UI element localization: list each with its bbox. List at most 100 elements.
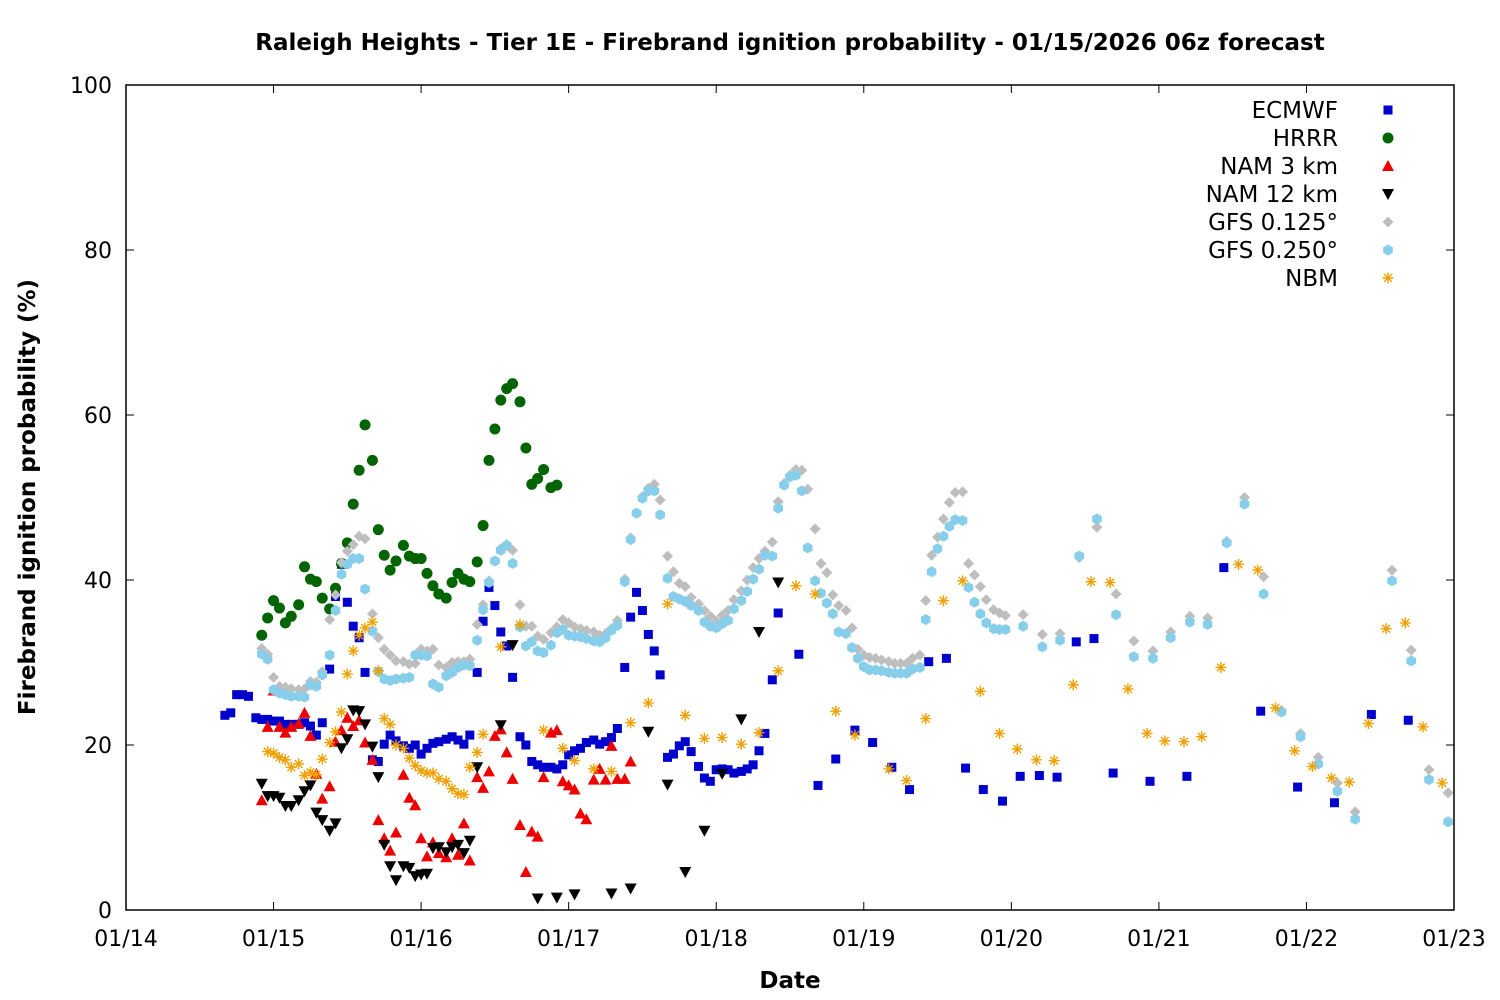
data-point xyxy=(937,513,949,525)
data-point xyxy=(1182,771,1192,781)
data-point xyxy=(490,555,500,567)
data-point xyxy=(353,464,365,476)
data-point xyxy=(1145,776,1155,786)
data-point xyxy=(716,768,729,780)
data-point xyxy=(612,724,622,733)
data-point xyxy=(680,737,690,747)
data-point xyxy=(716,732,728,744)
data-point xyxy=(941,653,951,663)
data-point xyxy=(1219,563,1229,573)
data-point xyxy=(1178,736,1190,748)
data-point xyxy=(625,534,636,546)
data-point xyxy=(624,755,637,767)
data-point xyxy=(292,795,305,807)
data-point xyxy=(372,632,384,644)
data-point xyxy=(348,621,358,631)
data-point xyxy=(767,550,778,562)
data-point xyxy=(1015,771,1025,781)
data-point xyxy=(415,553,427,565)
data-point xyxy=(256,629,268,641)
series-hrrr xyxy=(256,378,563,641)
data-point xyxy=(311,730,321,740)
data-point xyxy=(618,772,631,784)
data-point xyxy=(723,765,733,775)
data-point xyxy=(1111,609,1121,621)
data-point xyxy=(279,726,292,738)
data-point xyxy=(372,814,385,826)
data-point xyxy=(490,601,500,611)
data-point xyxy=(434,681,444,693)
data-point xyxy=(876,665,887,677)
data-point xyxy=(500,746,513,758)
data-point xyxy=(736,595,747,607)
data-point xyxy=(300,718,310,728)
data-point xyxy=(905,785,915,795)
data-point xyxy=(434,737,444,747)
data-point xyxy=(938,530,949,542)
data-point xyxy=(404,743,414,753)
data-point xyxy=(433,773,445,785)
data-point xyxy=(809,588,821,600)
data-point xyxy=(997,796,1007,806)
data-point xyxy=(347,539,359,551)
data-point xyxy=(736,766,746,776)
data-point xyxy=(384,564,396,576)
data-point xyxy=(620,576,630,588)
data-point xyxy=(1269,702,1281,714)
data-point xyxy=(661,779,674,791)
data-point xyxy=(532,473,544,485)
data-point xyxy=(552,764,562,774)
x-tick-label: 01/23 xyxy=(1422,927,1485,952)
data-point xyxy=(1215,661,1227,673)
data-point xyxy=(920,713,932,725)
data-point xyxy=(452,848,464,860)
data-point xyxy=(920,595,932,607)
data-point xyxy=(766,536,778,548)
data-point xyxy=(427,580,439,592)
data-point xyxy=(447,732,457,742)
data-point xyxy=(514,619,526,631)
y-tick-label: 80 xyxy=(84,239,112,264)
legend-label: HRRR xyxy=(1273,126,1338,152)
data-point xyxy=(620,662,630,672)
data-point xyxy=(662,598,674,610)
data-point xyxy=(330,605,341,616)
data-point xyxy=(999,609,1011,621)
data-point xyxy=(465,730,475,740)
data-point xyxy=(427,643,439,655)
data-point xyxy=(506,772,519,784)
data-point xyxy=(432,842,445,854)
series-gfs-0-250- xyxy=(257,469,1453,828)
data-point xyxy=(625,717,637,729)
data-point xyxy=(538,463,550,475)
data-point xyxy=(624,883,637,895)
data-point xyxy=(557,742,569,754)
data-point xyxy=(605,888,618,900)
data-point xyxy=(397,539,409,551)
data-point xyxy=(262,653,273,665)
data-point xyxy=(495,394,507,406)
data-point xyxy=(391,673,401,685)
data-point xyxy=(384,718,396,730)
data-point xyxy=(924,657,934,667)
data-point xyxy=(773,608,783,618)
data-point xyxy=(729,603,739,615)
series-ecmwf xyxy=(220,559,1413,808)
data-point xyxy=(1011,743,1023,755)
data-point xyxy=(580,813,593,825)
data-point xyxy=(255,778,268,790)
data-point xyxy=(1387,575,1397,587)
data-point xyxy=(753,626,766,638)
data-point xyxy=(359,719,372,731)
data-point xyxy=(711,765,721,775)
data-point xyxy=(875,654,887,666)
data-point xyxy=(372,772,385,784)
data-point xyxy=(285,801,298,813)
data-point xyxy=(655,509,665,521)
data-point xyxy=(1386,564,1398,576)
data-point xyxy=(269,716,279,726)
data-point xyxy=(907,663,918,675)
data-point xyxy=(496,627,506,637)
data-point xyxy=(325,664,335,674)
